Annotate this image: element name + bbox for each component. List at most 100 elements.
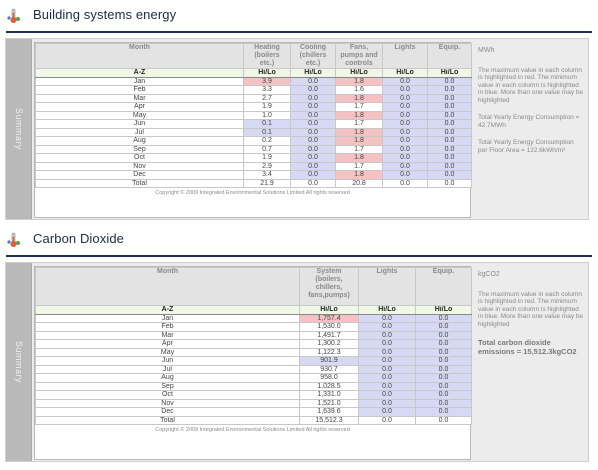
- total-label-cell: Total: [35, 178, 244, 188]
- value-cell: 958.0: [299, 373, 359, 383]
- month-cell: Aug: [35, 373, 300, 383]
- value-cell: 0.0: [358, 322, 416, 332]
- value-cell: 0.0: [290, 127, 336, 137]
- value-cell: 0.0: [382, 144, 428, 154]
- co2-summary-tab[interactable]: Summary: [6, 263, 32, 461]
- total-value-cell: 15,512.3: [299, 415, 359, 425]
- value-cell: 1.9: [243, 153, 291, 163]
- value-cell: 0.0: [290, 144, 336, 154]
- table-row: Feb 3.3 0.0 1.6 0.0 0.0: [35, 85, 472, 95]
- value-cell: 0.0: [415, 364, 472, 374]
- value-cell: 0.0: [415, 322, 472, 332]
- sort-hilo-button[interactable]: Hi/Lo: [299, 305, 359, 315]
- co2-copyright: Copyright © 2009 Integrated Environmenta…: [155, 427, 350, 433]
- sort-az-button[interactable]: A-Z: [35, 68, 244, 78]
- energy-col-month[interactable]: Month: [35, 43, 244, 69]
- sort-hilo-button[interactable]: Hi/Lo: [243, 68, 291, 78]
- sort-hilo-button[interactable]: Hi/Lo: [335, 68, 383, 78]
- value-cell: 0.0: [427, 110, 472, 120]
- total-value-cell: 0.0: [358, 415, 416, 425]
- table-row: Jan 3.9 0.0 1.8 0.0 0.0: [35, 76, 472, 86]
- value-cell: 0.0: [382, 76, 428, 86]
- table-row: May 1.0 0.0 1.8 0.0 0.0: [35, 110, 472, 120]
- value-cell: 0.0: [382, 170, 428, 180]
- energy-col-cooling[interactable]: Cooling (chillers etc.): [290, 43, 336, 69]
- table-row: Nov 1,521.0 0.0 0.0: [35, 398, 472, 408]
- sort-hilo-button[interactable]: Hi/Lo: [415, 305, 472, 315]
- value-cell: 0.0: [358, 373, 416, 383]
- energy-col-lights[interactable]: Lights: [382, 43, 428, 69]
- value-cell: 0.0: [358, 347, 416, 357]
- value-cell: 0.0: [382, 85, 428, 95]
- value-cell: 0.0: [290, 161, 336, 171]
- co2-section-header: Carbon Dioxide: [0, 228, 598, 258]
- co2-title: Carbon Dioxide: [33, 231, 125, 246]
- month-cell: Dec: [35, 407, 300, 417]
- energy-panel: Summary Month Heating (boilers etc.) Coo…: [5, 38, 589, 220]
- value-cell: 1.7: [335, 102, 383, 112]
- value-cell: 0.0: [415, 398, 472, 408]
- value-cell: 1.8: [335, 170, 383, 180]
- value-cell: 0.1: [243, 119, 291, 129]
- co2-col-month[interactable]: Month: [35, 267, 300, 306]
- value-cell: 0.0: [427, 136, 472, 146]
- value-cell: 0.0: [427, 161, 472, 171]
- value-cell: 0.0: [382, 161, 428, 171]
- value-cell: 1,331.0: [299, 390, 359, 400]
- value-cell: 0.0: [382, 136, 428, 146]
- total-value-cell: 0.0: [382, 178, 428, 188]
- sort-hilo-button[interactable]: Hi/Lo: [427, 68, 472, 78]
- value-cell: 1.8: [335, 136, 383, 146]
- month-cell: Mar: [35, 93, 244, 103]
- value-cell: 0.0: [382, 119, 428, 129]
- value-cell: 1.8: [335, 110, 383, 120]
- value-cell: 0.1: [243, 127, 291, 137]
- value-cell: 0.0: [358, 390, 416, 400]
- value-cell: 0.0: [290, 102, 336, 112]
- sort-hilo-button[interactable]: Hi/Lo: [290, 68, 336, 78]
- co2-col-system[interactable]: System (boilers, chillers, fans,pumps): [299, 267, 359, 306]
- sort-az-button[interactable]: A-Z: [35, 305, 300, 315]
- co2-col-equip[interactable]: Equip.: [415, 267, 472, 306]
- table-row: Jun 0.1 0.0 1.7 0.0 0.0: [35, 119, 472, 129]
- total-value-cell: 0.0: [427, 178, 472, 188]
- value-cell: 0.0: [290, 93, 336, 103]
- month-cell: Oct: [35, 390, 300, 400]
- value-cell: 3.3: [243, 85, 291, 95]
- energy-summary-tab[interactable]: Summary: [6, 39, 32, 219]
- value-cell: 0.0: [290, 153, 336, 163]
- energy-col-fans[interactable]: Fans, pumps and controls: [335, 43, 383, 69]
- value-cell: 0.7: [243, 144, 291, 154]
- co2-col-lights[interactable]: Lights: [358, 267, 416, 306]
- table-row: Apr 1,300.2 0.0 0.0: [35, 339, 472, 349]
- value-cell: 1.6: [335, 85, 383, 95]
- value-cell: 0.0: [358, 381, 416, 391]
- value-cell: 0.0: [427, 102, 472, 112]
- value-cell: 0.0: [427, 144, 472, 154]
- energy-col-equip[interactable]: Equip.: [427, 43, 472, 69]
- table-row: Jun 901.9 0.0 0.0: [35, 356, 472, 366]
- month-cell: Sep: [35, 381, 300, 391]
- energy-col-heating[interactable]: Heating (boilers etc.): [243, 43, 291, 69]
- sort-hilo-button[interactable]: Hi/Lo: [358, 305, 416, 315]
- value-cell: 0.0: [415, 356, 472, 366]
- total-row: Total 21.9 0.0 20.8 0.0 0.0: [35, 178, 472, 188]
- month-cell: Jun: [35, 119, 244, 129]
- energy-unit: MWh: [478, 47, 495, 54]
- co2-table: Month System (boilers, chillers, fans,pu…: [35, 267, 472, 425]
- sort-hilo-button[interactable]: Hi/Lo: [382, 68, 428, 78]
- energy-info: MWh The maximum value in each column is …: [478, 47, 584, 164]
- value-cell: 0.0: [415, 390, 472, 400]
- value-cell: 2.7: [243, 93, 291, 103]
- table-row: Mar 2.7 0.0 1.8 0.0 0.0: [35, 93, 472, 103]
- co2-header-rule: [6, 255, 592, 257]
- co2-unit: kgCO2: [478, 271, 500, 278]
- table-row: Sep 0.7 0.0 1.7 0.0 0.0: [35, 144, 472, 154]
- total-value-cell: 20.8: [335, 178, 383, 188]
- total-label-cell: Total: [35, 415, 300, 425]
- table-row: Sep 1,028.5 0.0 0.0: [35, 381, 472, 391]
- value-cell: 0.0: [427, 76, 472, 86]
- month-cell: Jul: [35, 364, 300, 374]
- value-cell: 3.4: [243, 170, 291, 180]
- value-cell: 0.0: [358, 356, 416, 366]
